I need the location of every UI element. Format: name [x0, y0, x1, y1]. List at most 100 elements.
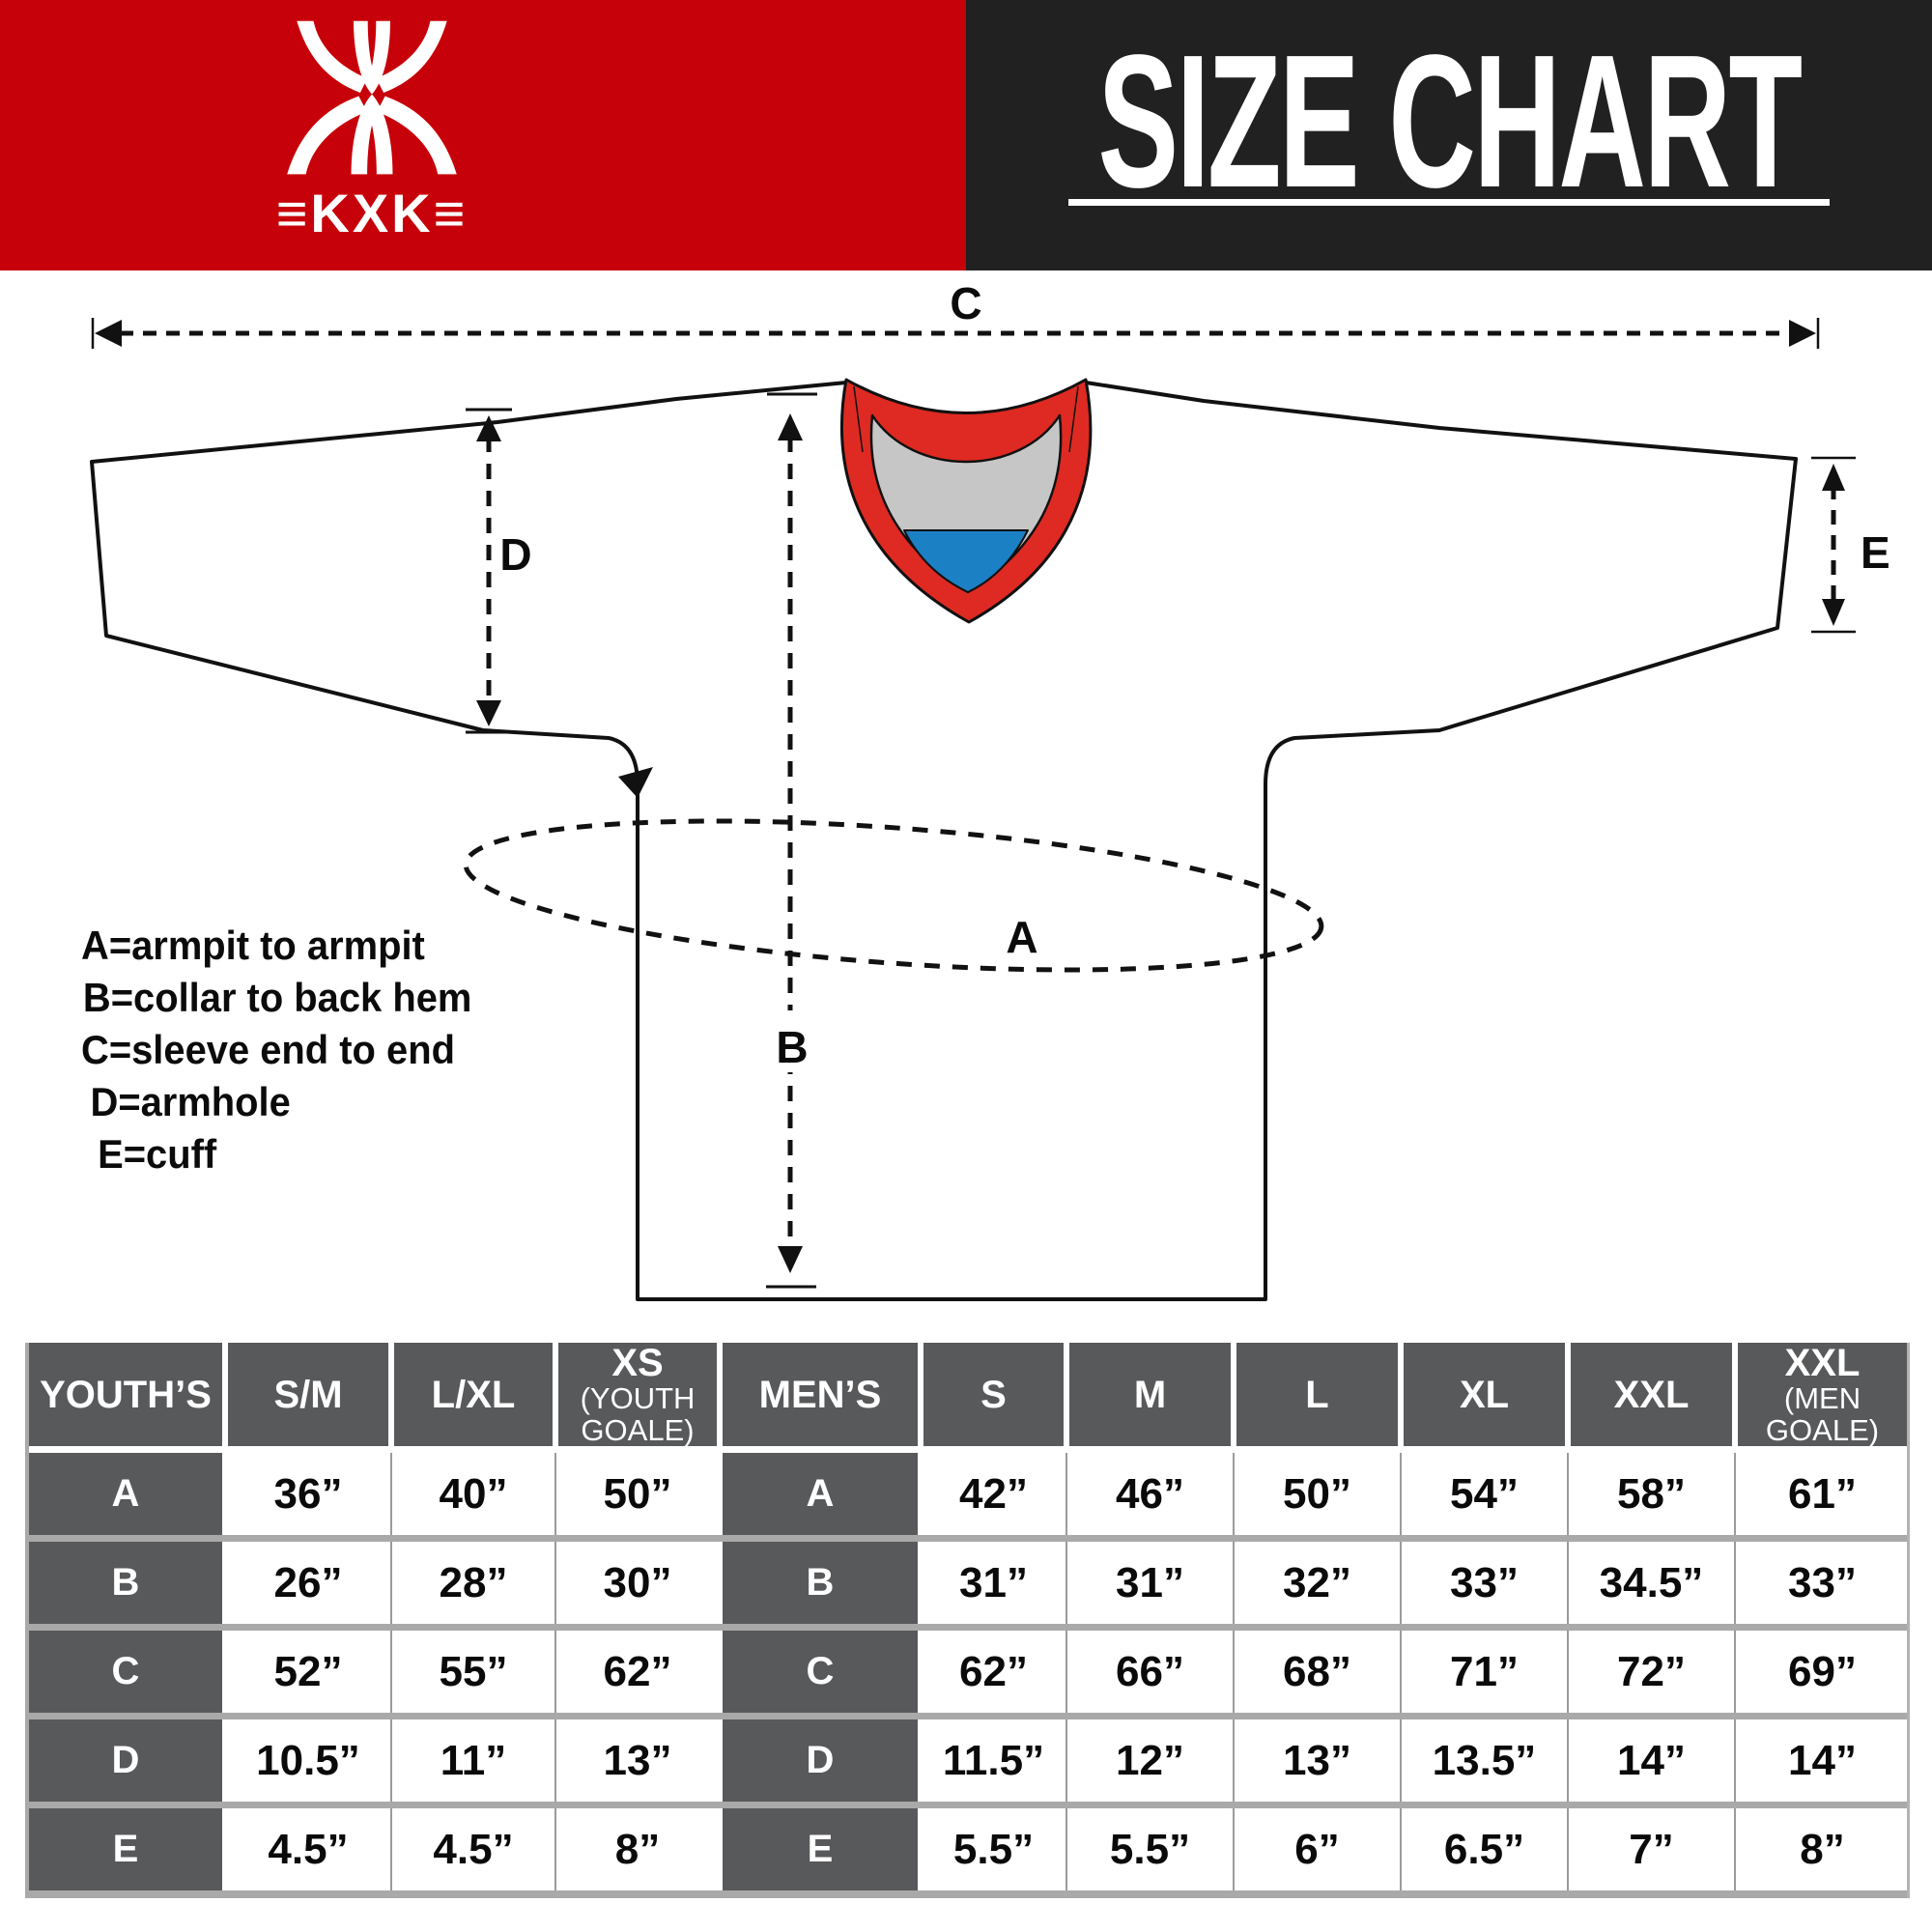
header-youths: YOUTH’S	[29, 1343, 222, 1446]
youth-xs-value: 30”	[554, 1542, 717, 1624]
youth-lxl-value: 11”	[390, 1719, 553, 1802]
youth-xs-value: 8”	[554, 1808, 717, 1890]
men-l-value: 6”	[1233, 1808, 1398, 1890]
men-xl-value: 13.5”	[1400, 1719, 1565, 1802]
measure-d-arrow	[466, 408, 512, 734]
row-label: D	[29, 1719, 222, 1802]
measure-b-label-bg	[767, 1010, 815, 1072]
youth-sm-value: 52”	[228, 1631, 388, 1713]
measure-a-label: A	[1006, 912, 1037, 962]
men-xxl-value: 34.5”	[1567, 1542, 1732, 1624]
row-label: C	[29, 1631, 222, 1713]
men-m-value: 12”	[1065, 1719, 1231, 1802]
men-l-value: 13”	[1233, 1719, 1398, 1802]
measure-b-label: B	[776, 1022, 808, 1072]
collar-seam-left	[853, 385, 864, 453]
brand-panel: ≡KXK≡	[0, 0, 966, 270]
table-row-d: D 10.5” 11” 13” D 11.5” 12” 13” 13.5” 14…	[29, 1719, 1907, 1802]
title-panel: SIZE CHART	[966, 0, 1932, 270]
men-m-value: 31”	[1065, 1542, 1231, 1624]
page-header: ≡KXK≡ SIZE CHART	[0, 0, 1932, 270]
row-label: A	[723, 1453, 918, 1535]
youth-xs-value: 13”	[554, 1719, 717, 1802]
kxk-logo-icon	[287, 20, 457, 175]
men-xxl-value: 72”	[1567, 1631, 1732, 1713]
men-s-value: 42”	[923, 1453, 1064, 1535]
men-xl-value: 33”	[1400, 1542, 1565, 1624]
men-m-value: 46”	[1065, 1453, 1231, 1535]
men-xl-value: 54”	[1400, 1453, 1565, 1535]
header-xxl: XXL	[1571, 1343, 1732, 1446]
row-label: C	[723, 1631, 918, 1713]
header-m: M	[1069, 1343, 1231, 1446]
title-underline	[1068, 199, 1830, 206]
men-m-value: 5.5”	[1065, 1808, 1231, 1890]
row-separator	[29, 1802, 1907, 1808]
men-xxl-goale-value: 14”	[1734, 1719, 1907, 1802]
youth-lxl-value: 28”	[390, 1542, 553, 1624]
youth-xs-value: 62”	[554, 1631, 717, 1713]
header-sm: S/M	[228, 1343, 388, 1446]
men-xxl-value: 14”	[1567, 1719, 1732, 1802]
youth-lxl-value: 55”	[390, 1631, 553, 1713]
men-xxl-goale-value: 8”	[1734, 1808, 1907, 1890]
men-xxl-goale-value: 69”	[1734, 1631, 1907, 1713]
men-s-value: 62”	[923, 1631, 1064, 1713]
row-label: B	[29, 1542, 222, 1624]
youth-sm-value: 36”	[228, 1453, 388, 1535]
header-xl: XL	[1404, 1343, 1565, 1446]
measure-b-arrow	[766, 392, 817, 1289]
youth-sm-value: 26”	[228, 1542, 388, 1624]
men-s-value: 5.5”	[923, 1808, 1064, 1890]
men-l-value: 32”	[1233, 1542, 1398, 1624]
header-lxl: L/XL	[394, 1343, 553, 1446]
men-xl-value: 71”	[1400, 1631, 1565, 1713]
measurement-legend: A=armpit to armpit B=collar to back hem …	[81, 920, 471, 1180]
brand-logotype: ≡KXK≡	[275, 183, 469, 243]
row-label: A	[29, 1453, 222, 1535]
men-xxl-value: 58”	[1567, 1453, 1732, 1535]
jersey-measurement-diagram: C D B A E	[90, 278, 1890, 1301]
men-xl-value: 6.5”	[1400, 1808, 1565, 1890]
table-header-row: YOUTH’S S/M L/XL XS (YOUTH GOALE) MEN’S …	[29, 1343, 1907, 1446]
legend-line-e: E=cuff	[98, 1131, 217, 1177]
measure-c-arrow	[91, 318, 1820, 349]
collar-seam-right	[1068, 385, 1079, 453]
header-separator	[29, 1446, 1907, 1453]
youth-sm-value: 10.5”	[228, 1719, 388, 1802]
men-l-value: 50”	[1233, 1453, 1398, 1535]
men-xxl-goale-value: 61”	[1734, 1453, 1907, 1535]
table-row-c: C 52” 55” 62” C 62” 66” 68” 71” 72” 69”	[29, 1631, 1907, 1713]
row-label: E	[723, 1808, 918, 1890]
row-label: B	[723, 1542, 918, 1624]
table-row-a: A 36” 40” 50” A 42” 46” 50” 54” 58” 61”	[29, 1453, 1907, 1535]
header-l: L	[1236, 1343, 1398, 1446]
measure-e-label: E	[1861, 527, 1890, 578]
header-xxl-men-goale: XXL (MEN GOALE)	[1738, 1343, 1907, 1446]
size-chart-table: YOUTH’S S/M L/XL XS (YOUTH GOALE) MEN’S …	[25, 1343, 1910, 1898]
page-title: SIZE CHART	[1097, 15, 1803, 227]
measure-d-label: D	[499, 529, 531, 580]
header-mens: MEN’S	[723, 1343, 918, 1446]
table-row-b: B 26” 28” 30” B 31” 31” 32” 33” 34.5” 33…	[29, 1542, 1907, 1624]
table-row-e: E 4.5” 4.5” 8” E 5.5” 5.5” 6” 6.5” 7” 8”	[29, 1808, 1907, 1890]
measure-a-arrowhead	[618, 767, 653, 798]
men-l-value: 68”	[1233, 1631, 1398, 1713]
legend-line-a: A=armpit to armpit	[81, 923, 425, 968]
header-xs-youth-goale: XS (YOUTH GOALE)	[558, 1343, 717, 1446]
row-separator	[29, 1624, 1907, 1631]
row-separator	[29, 1535, 1907, 1542]
men-xxl-value: 7”	[1567, 1808, 1732, 1890]
youth-lxl-value: 40”	[390, 1453, 553, 1535]
collar-blue-insert	[903, 529, 1029, 593]
legend-line-c: C=sleeve end to end	[81, 1027, 455, 1072]
men-xxl-goale-value: 33”	[1734, 1542, 1907, 1624]
youth-sm-value: 4.5”	[228, 1808, 388, 1890]
youth-xs-value: 50”	[554, 1453, 717, 1535]
header-s: S	[923, 1343, 1064, 1446]
men-s-value: 31”	[923, 1542, 1064, 1624]
youth-lxl-value: 4.5”	[390, 1808, 553, 1890]
row-separator	[29, 1713, 1907, 1719]
legend-line-d: D=armhole	[90, 1079, 291, 1124]
legend-line-b: B=collar to back hem	[82, 975, 472, 1020]
